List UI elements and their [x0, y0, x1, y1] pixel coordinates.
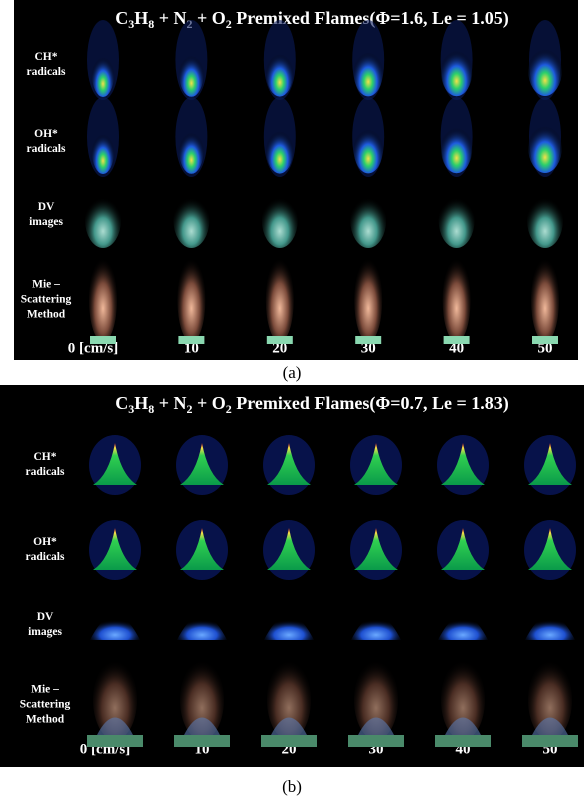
burner-image: [261, 735, 317, 747]
row-label: images: [29, 216, 63, 228]
title-part: Premixed Flames(Φ=0.7, Le = 1.83): [232, 393, 509, 414]
row-label: Mie –: [31, 684, 59, 696]
flame-image: [177, 258, 205, 342]
title-part: C: [115, 393, 128, 413]
row-label: Mie –: [32, 279, 60, 291]
flame-image: [439, 192, 475, 248]
row-label: DV: [37, 611, 54, 623]
burner-image: [522, 735, 578, 747]
row-label: Method: [27, 309, 66, 321]
flame-image: [92, 53, 114, 97]
row-label: Scattering: [21, 294, 72, 306]
burner-image: [90, 336, 116, 344]
burner-image: [355, 336, 381, 344]
row-label: Method: [26, 714, 65, 726]
row-label: Scattering: [20, 699, 71, 711]
flame-image: [179, 128, 203, 174]
flame-image: [179, 51, 203, 97]
row-label: radicals: [27, 66, 66, 78]
flame-image: [528, 121, 562, 173]
burner-image: [87, 735, 143, 747]
flame-image: [531, 258, 559, 342]
row-label: images: [28, 626, 62, 638]
title-part: C: [115, 8, 128, 28]
flame-image: [443, 258, 471, 342]
title-part: + O: [192, 393, 225, 413]
burner-image: [267, 336, 293, 344]
flame-image: [85, 192, 121, 248]
burner-image: [435, 735, 491, 747]
flame-image: [350, 192, 386, 248]
burner-image: [174, 735, 230, 747]
row-label: CH*: [34, 451, 57, 463]
flame-image: [527, 192, 563, 248]
flame-image: [528, 44, 562, 96]
title-part: H: [134, 393, 148, 413]
burner-image: [532, 336, 558, 344]
row-label: radicals: [26, 551, 65, 563]
flame-image: [173, 192, 209, 248]
title-part: H: [134, 8, 148, 28]
flame-image: [89, 258, 117, 342]
row-label: CH*: [35, 51, 58, 63]
flame-image: [92, 130, 114, 174]
panel-caption: (a): [283, 363, 302, 382]
flame-image: [441, 46, 473, 96]
row-label: radicals: [26, 466, 65, 478]
panel-caption: (b): [282, 777, 302, 796]
flame-image: [354, 48, 383, 97]
burner-image: [348, 735, 404, 747]
flame-image: [266, 258, 294, 342]
row-label: DV: [38, 201, 55, 213]
flame-image: [354, 125, 383, 174]
row-label: radicals: [27, 143, 66, 155]
flame-image: [262, 192, 298, 248]
panel-title: C3H8 + N2 + O2 Premixed Flames(Φ=0.7, Le…: [115, 393, 509, 416]
title-part: + N: [154, 8, 186, 28]
burner-image: [178, 336, 204, 344]
flame-image: [266, 126, 293, 173]
flame-image: [354, 258, 382, 342]
title-part: + N: [154, 393, 186, 413]
figure: C3H8 + N2 + O2 Premixed Flames(Φ=1.6, Le…: [0, 0, 584, 805]
flame-image: [266, 49, 293, 96]
burner-image: [444, 336, 470, 344]
row-label: OH*: [34, 128, 58, 140]
flame-image: [441, 123, 473, 173]
row-label: OH*: [33, 536, 57, 548]
